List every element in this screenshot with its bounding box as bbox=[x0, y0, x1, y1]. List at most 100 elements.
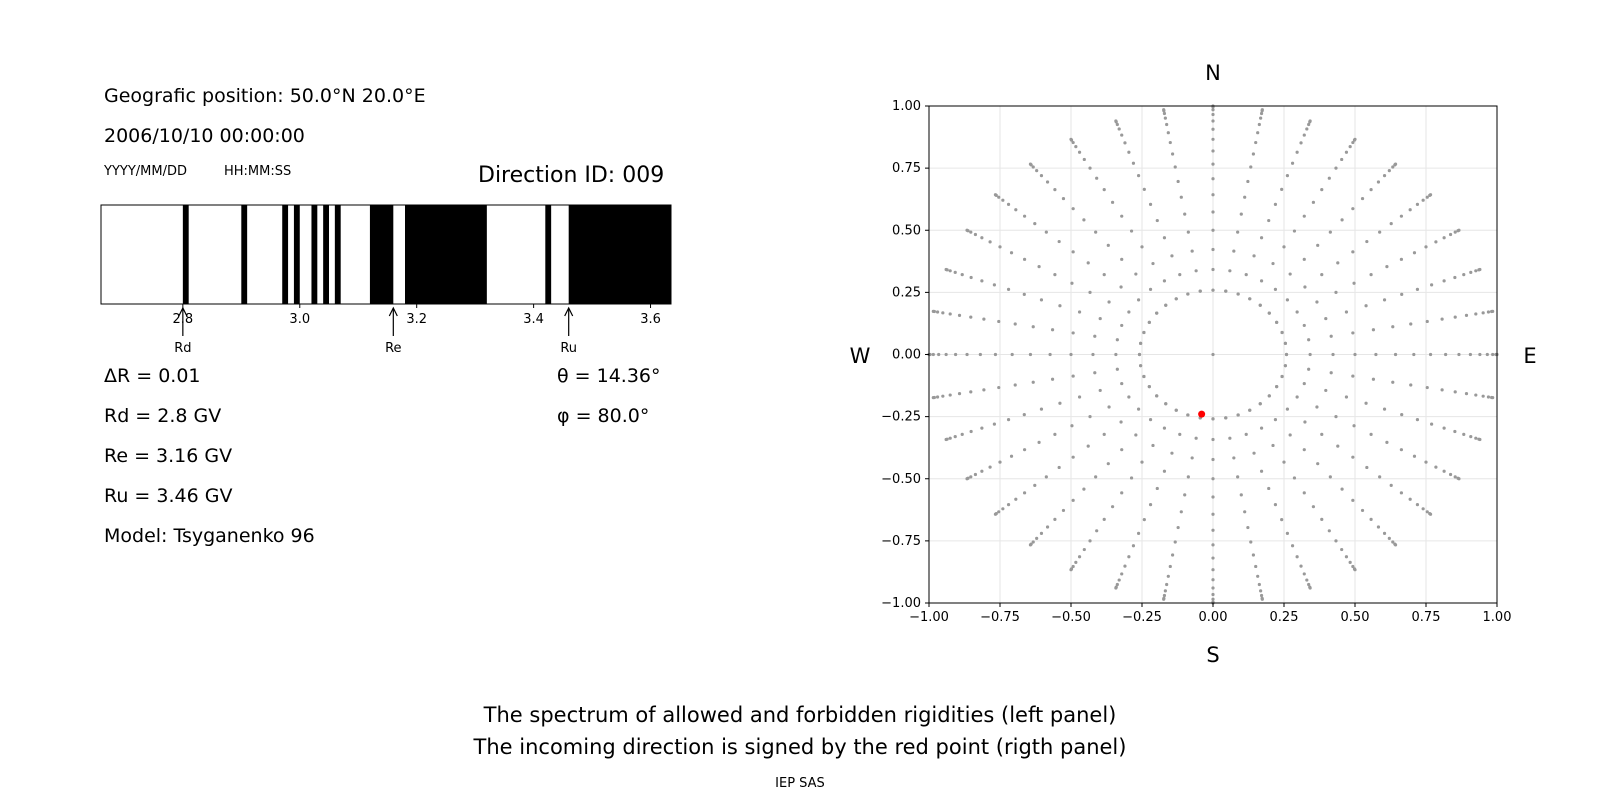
datetime: 2006/10/10 00:00:00 bbox=[104, 125, 305, 147]
grid-point bbox=[1110, 505, 1115, 509]
grid-point bbox=[1365, 465, 1369, 470]
grid-point bbox=[993, 352, 998, 357]
grid-point bbox=[935, 310, 940, 314]
grid-point bbox=[1457, 228, 1461, 232]
grid-point bbox=[1400, 412, 1404, 417]
grid-point bbox=[1369, 188, 1373, 192]
grid-point bbox=[1183, 212, 1187, 216]
grid-point bbox=[1353, 352, 1357, 357]
grid-point bbox=[1424, 245, 1428, 249]
grid-point bbox=[1114, 352, 1118, 357]
grid-point bbox=[1415, 287, 1420, 291]
grid-point bbox=[1308, 119, 1312, 123]
grid-point bbox=[1006, 418, 1011, 422]
grid-point bbox=[1267, 486, 1271, 491]
grid-point bbox=[1102, 273, 1106, 277]
grid-point bbox=[1351, 498, 1355, 502]
grid-point bbox=[1070, 424, 1074, 428]
grid-point bbox=[1391, 325, 1395, 329]
grid-point bbox=[1129, 476, 1134, 480]
grid-point bbox=[1162, 279, 1167, 283]
grid-point bbox=[1211, 512, 1215, 516]
grid-point bbox=[1428, 512, 1433, 516]
grid-point bbox=[1412, 454, 1417, 458]
grid-point bbox=[1257, 122, 1261, 127]
grid-point bbox=[1239, 212, 1243, 216]
grid-point bbox=[1259, 279, 1264, 283]
grid-point bbox=[1211, 352, 1215, 357]
grid-point bbox=[1183, 493, 1187, 497]
grid-point bbox=[1382, 298, 1387, 302]
grid-point bbox=[1224, 416, 1228, 420]
grid-point bbox=[1280, 518, 1284, 522]
grid-point bbox=[1399, 491, 1404, 495]
grid-point bbox=[1123, 141, 1127, 145]
grid-point bbox=[1001, 198, 1005, 202]
forbidden-band bbox=[568, 205, 671, 304]
grid-point bbox=[1453, 275, 1457, 280]
grid-point bbox=[1211, 592, 1215, 597]
grid-point bbox=[1155, 218, 1159, 223]
grid-point bbox=[1324, 388, 1328, 393]
marker-arrowhead bbox=[564, 306, 574, 317]
grid-point bbox=[1409, 383, 1413, 387]
grid-point bbox=[998, 245, 1002, 249]
grid-point bbox=[1165, 582, 1169, 587]
compass-north: N bbox=[1205, 61, 1221, 85]
grid-point bbox=[941, 311, 945, 315]
grid-point bbox=[992, 422, 996, 426]
grid-point bbox=[1344, 310, 1349, 314]
grid-point bbox=[1320, 432, 1324, 436]
grid-point bbox=[1378, 475, 1382, 479]
grid-point bbox=[1305, 127, 1309, 131]
grid-point bbox=[1351, 455, 1355, 459]
grid-point bbox=[1211, 267, 1215, 272]
grid-point bbox=[1236, 475, 1240, 479]
grid-point bbox=[1163, 116, 1167, 120]
y-tick-label: 0.50 bbox=[892, 223, 921, 238]
grid-point bbox=[1071, 564, 1075, 569]
grid-point bbox=[1267, 218, 1271, 223]
grid-point bbox=[1348, 145, 1352, 149]
grid-point bbox=[1316, 462, 1320, 466]
grid-point bbox=[1057, 465, 1061, 470]
date-format-label: YYYY/MM/DD bbox=[104, 164, 187, 179]
x-tick-label: −0.75 bbox=[980, 610, 1020, 625]
grid-point bbox=[1275, 320, 1279, 324]
grid-point bbox=[931, 352, 935, 357]
grid-point bbox=[1127, 150, 1131, 154]
grid-point bbox=[1211, 108, 1215, 112]
grid-point bbox=[1228, 436, 1232, 440]
grid-point bbox=[1464, 313, 1469, 317]
grid-point bbox=[1164, 303, 1168, 307]
grid-point bbox=[1162, 593, 1167, 598]
grid-point bbox=[1232, 456, 1236, 460]
grid-point bbox=[1369, 273, 1373, 277]
grid-point bbox=[1071, 331, 1075, 335]
grid-point bbox=[1168, 140, 1172, 145]
grid-point bbox=[1053, 517, 1057, 521]
grid-point bbox=[1295, 150, 1299, 154]
marker-label: Re bbox=[385, 341, 401, 356]
grid-point bbox=[935, 395, 940, 399]
grid-point bbox=[1165, 122, 1169, 127]
grid-point bbox=[973, 472, 978, 477]
grid-point bbox=[1039, 174, 1044, 178]
x-tick-label: −0.50 bbox=[1051, 610, 1091, 625]
grid-point bbox=[969, 429, 973, 434]
grid-point bbox=[1334, 166, 1338, 170]
grid-point bbox=[1307, 338, 1311, 342]
grid-point bbox=[1303, 420, 1307, 424]
caption-line-2: The incoming direction is signed by the … bbox=[473, 735, 1127, 759]
grid-point bbox=[1327, 529, 1331, 533]
grid-point bbox=[1351, 207, 1355, 211]
grid-point bbox=[1243, 195, 1247, 199]
grid-point bbox=[1442, 279, 1446, 283]
grid-point bbox=[1061, 196, 1066, 201]
grid-point bbox=[1282, 245, 1286, 249]
grid-point bbox=[1299, 564, 1303, 568]
grid-point bbox=[1360, 196, 1365, 201]
grid-point bbox=[1462, 432, 1466, 436]
grid-point bbox=[1069, 137, 1073, 141]
grid-point bbox=[1352, 424, 1356, 428]
